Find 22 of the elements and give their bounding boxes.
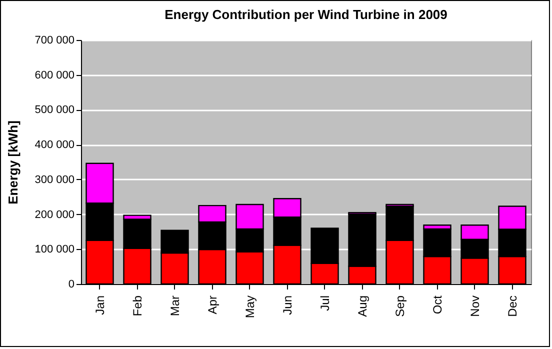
x-tick-label: Apr [205,296,220,314]
x-tick-label: Aug [355,296,370,317]
y-tick-label: 200 000 [34,208,74,221]
y-tick-label: 600 000 [34,69,74,82]
x-tick-label: Jan [92,296,107,315]
y-tick-label: 100 000 [34,244,74,256]
x-tick-label: Feb [130,295,144,316]
y-axis-title: Energy [kWh] [6,120,21,204]
x-tick-label: Jun [280,296,294,315]
y-tick-label: 500 000 [34,104,74,116]
x-tick-label: May [242,296,257,318]
y-tick-label: 300 000 [34,174,74,186]
x-tick-label: Jul [318,296,332,311]
chart-title: Energy Contribution per Wind Turbine in 2009 [164,7,448,22]
y-tick-label: 400 000 [34,139,74,152]
x-tick-label: Nov [468,296,482,317]
x-tick-label: Dec [505,296,520,317]
x-tick-label: Mar [168,296,182,316]
y-tick-label: 700 000 [34,34,74,46]
x-tick-label: Sep [392,295,407,317]
y-tick-label: 0 [68,278,74,290]
x-tick-label: Oct [430,294,444,314]
